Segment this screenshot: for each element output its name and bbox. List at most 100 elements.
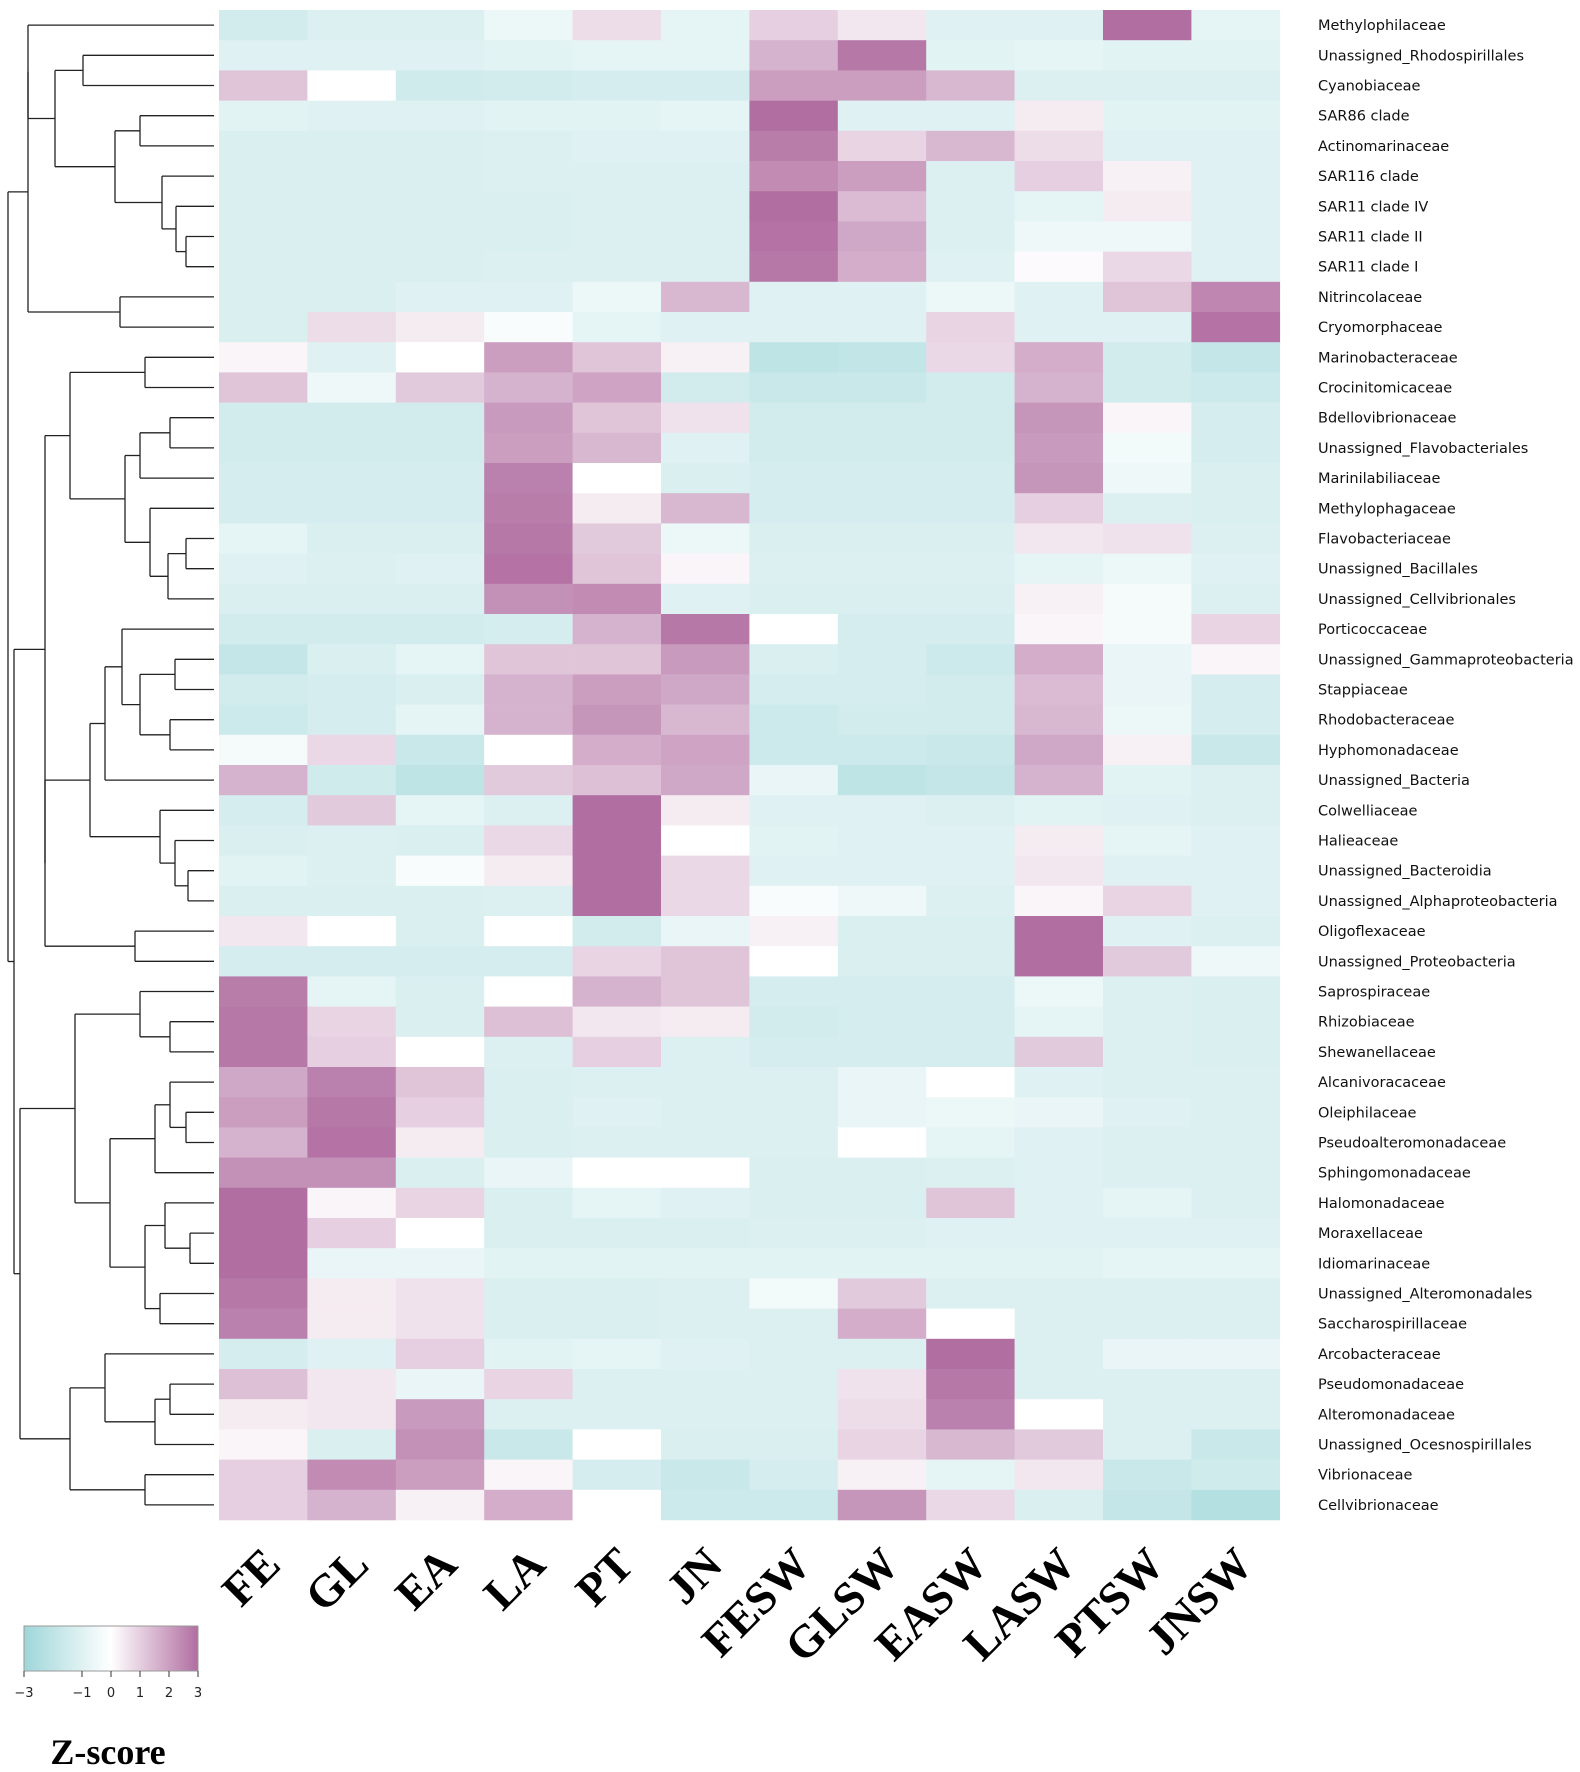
heatmap-cell <box>1191 1127 1281 1158</box>
row-label: Oligoflexaceae <box>1318 924 1426 940</box>
heatmap-cell <box>572 130 662 162</box>
heatmap-cell <box>926 1036 1015 1068</box>
heatmap-cell <box>395 1459 485 1491</box>
zscore-legend: −3 −1 0 1 2 3 Z-score <box>14 1625 202 1772</box>
heatmap-cell <box>219 1489 308 1521</box>
heatmap-cell <box>484 1067 573 1098</box>
row-label: Marinilabiliaceae <box>1318 471 1440 487</box>
heatmap-cell <box>926 916 1015 947</box>
heatmap-cell <box>572 100 662 132</box>
heatmap-cell <box>926 70 1015 101</box>
legend-tick-label: −1 <box>72 1686 91 1701</box>
heatmap-cell <box>661 281 750 313</box>
heatmap-cell <box>837 251 927 283</box>
heatmap-cell <box>307 795 397 826</box>
heatmap-cell <box>661 1006 750 1038</box>
heatmap-cell <box>572 372 662 403</box>
heatmap-cell <box>307 1338 397 1370</box>
heatmap-cell <box>1103 1369 1192 1400</box>
heatmap-cell <box>395 402 485 434</box>
heatmap-cell <box>219 1157 308 1189</box>
heatmap-cell <box>1103 100 1192 132</box>
heatmap-cell <box>395 916 485 947</box>
heatmap-cell <box>1103 1338 1192 1370</box>
heatmap-cell <box>661 583 750 615</box>
heatmap-cell <box>1014 100 1104 132</box>
row-label: Unassigned_Rhodospirillales <box>1318 48 1524 64</box>
heatmap-cell <box>749 1369 839 1400</box>
heatmap-cell <box>749 1248 839 1279</box>
heatmap-cell <box>572 1459 662 1491</box>
heatmap-cell <box>1014 10 1104 41</box>
heatmap-cell <box>1014 855 1104 887</box>
row-label: Cyanobiaceae <box>1318 79 1421 95</box>
heatmap-cell <box>484 1459 573 1491</box>
heatmap-cell <box>926 1369 1015 1400</box>
heatmap-cell <box>926 342 1015 373</box>
heatmap-cell <box>307 130 397 162</box>
heatmap-cell <box>1103 1278 1192 1309</box>
heatmap-cell <box>1103 734 1192 766</box>
heatmap-cell <box>572 614 662 645</box>
heatmap-cell <box>1103 946 1192 977</box>
heatmap-cell <box>307 976 397 1007</box>
heatmap-cell <box>395 1187 485 1219</box>
heatmap-cell <box>484 130 573 162</box>
heatmap-cell <box>837 1036 927 1068</box>
heatmap-cell <box>837 1399 927 1430</box>
heatmap-cell <box>395 281 485 313</box>
heatmap-cell <box>1191 825 1281 856</box>
heatmap-cell <box>395 825 485 856</box>
heatmap-cell <box>661 885 750 917</box>
heatmap-cell <box>1191 1369 1281 1400</box>
heatmap-cell <box>749 463 839 494</box>
row-label: Halomonadaceae <box>1318 1196 1445 1212</box>
row-label: Unassigned_Cellvibrionales <box>1318 592 1516 608</box>
heatmap-cell <box>926 463 1015 494</box>
heatmap-cell <box>661 432 750 464</box>
heatmap-cell <box>837 1218 927 1249</box>
heatmap-cell <box>1014 1067 1104 1098</box>
heatmap-cell <box>926 221 1015 252</box>
heatmap-cell <box>484 946 573 977</box>
heatmap-cell <box>926 251 1015 283</box>
heatmap-cell <box>926 1127 1015 1158</box>
heatmap-cell <box>1191 885 1281 917</box>
row-label: Unassigned_Ocesnospirillales <box>1318 1438 1532 1454</box>
heatmap-cell <box>661 342 750 373</box>
heatmap-cell <box>1191 1429 1281 1460</box>
heatmap-cell <box>572 1429 662 1460</box>
heatmap-cell <box>572 40 662 71</box>
heatmap-cell <box>219 1459 308 1491</box>
heatmap-cell <box>926 312 1015 343</box>
heatmap-cell <box>1014 1489 1104 1521</box>
heatmap-cell <box>661 1157 750 1189</box>
heatmap-cell <box>1191 221 1281 252</box>
heatmap-cell <box>1191 795 1281 826</box>
heatmap-cell <box>1014 1278 1104 1309</box>
heatmap-cell <box>307 765 397 796</box>
heatmap-cell <box>484 704 573 736</box>
heatmap-cell <box>926 402 1015 434</box>
heatmap-cell <box>219 825 308 856</box>
heatmap-cell <box>307 1399 397 1430</box>
heatmap-cell <box>395 1248 485 1279</box>
heatmap-cell <box>1191 40 1281 71</box>
heatmap-cell <box>1103 855 1192 887</box>
heatmap-cell <box>1014 1036 1104 1068</box>
heatmap-cell <box>219 1006 308 1038</box>
heatmap-cell <box>219 1429 308 1460</box>
heatmap-cell <box>837 1067 927 1098</box>
heatmap-cell <box>1103 614 1192 645</box>
heatmap-cell <box>1103 795 1192 826</box>
heatmap-cell <box>661 1338 750 1370</box>
heatmap-cell <box>219 976 308 1007</box>
heatmap-cell <box>219 10 308 41</box>
heatmap-cell <box>395 674 485 705</box>
heatmap-cell <box>661 1429 750 1460</box>
heatmap-cell <box>661 493 750 524</box>
heatmap-cell <box>395 1369 485 1400</box>
heatmap-cell <box>1014 583 1104 615</box>
heatmap-cell <box>1103 1489 1192 1521</box>
heatmap-cell <box>484 432 573 464</box>
